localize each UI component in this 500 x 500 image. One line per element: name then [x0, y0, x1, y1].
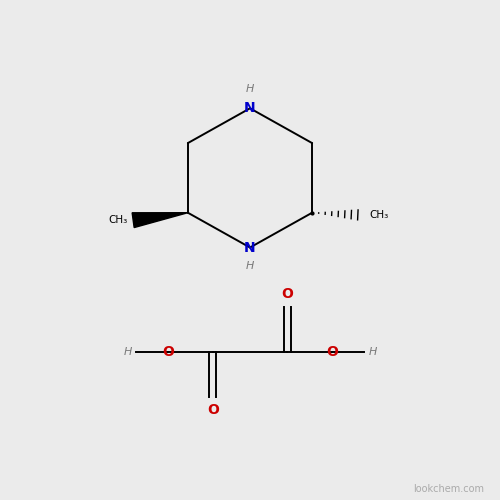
Text: O: O: [326, 345, 338, 359]
Text: O: O: [207, 403, 218, 417]
Text: N: N: [244, 240, 256, 254]
Text: N: N: [244, 102, 256, 116]
Text: CH₃: CH₃: [370, 210, 388, 220]
Polygon shape: [132, 212, 188, 228]
Text: H: H: [368, 347, 376, 357]
Text: CH₃: CH₃: [108, 215, 127, 225]
Text: H: H: [246, 84, 254, 94]
Text: O: O: [162, 345, 174, 359]
Text: H: H: [246, 262, 254, 272]
Text: lookchem.com: lookchem.com: [412, 484, 484, 494]
Text: O: O: [282, 286, 293, 300]
Text: H: H: [124, 347, 132, 357]
